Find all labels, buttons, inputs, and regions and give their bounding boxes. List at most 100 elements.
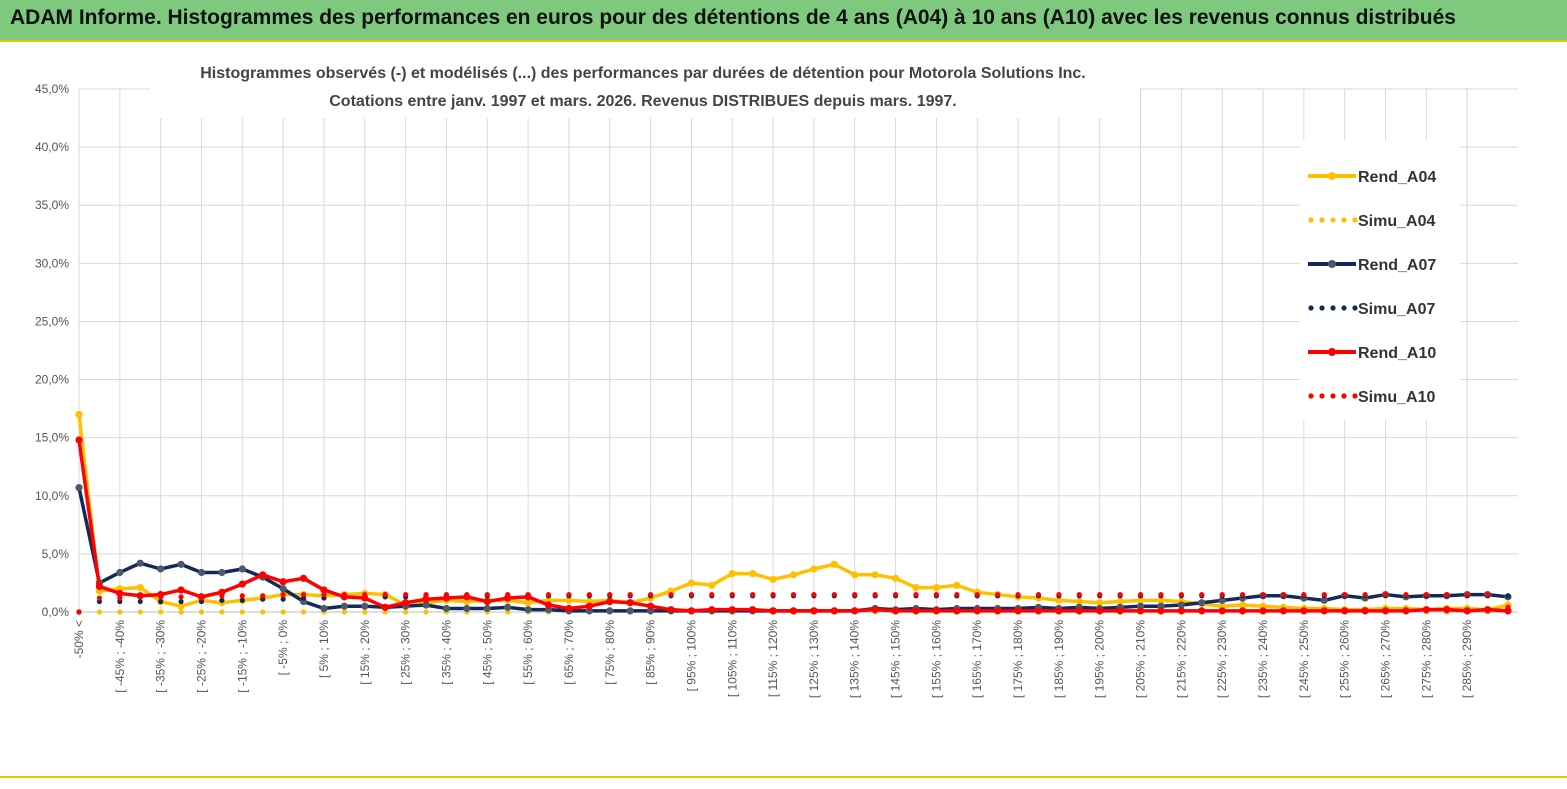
x-tick-label: [ 195% ; 200% [1093,620,1107,698]
data-point-Simu_A10 [1362,591,1368,598]
data-point-Rend_A10 [259,571,267,579]
data-point-Simu_A10 [811,591,817,598]
legend-marker-Simu_A10 [1308,393,1314,399]
data-point-Rend_A07 [279,585,287,593]
x-tick-label: -50% < [72,620,86,658]
data-point-Simu_A10 [1240,591,1246,598]
x-tick-label: [ 35% ; 40% [439,620,453,685]
data-point-Rend_A07 [238,565,246,573]
legend-marker-Rend_A04 [1328,172,1336,180]
x-tick-label: [ 45% ; 50% [480,620,494,685]
data-point-Simu_A04 [198,609,205,615]
data-point-Rend_A04 [1136,596,1145,604]
series-layer [75,410,1512,615]
data-point-Rend_A07 [116,568,124,577]
data-point-Rend_A10 [279,578,287,586]
data-point-Rend_A07 [1320,596,1328,604]
data-point-Rend_A10 [1300,607,1308,615]
data-point-Simu_A10 [648,591,654,598]
data-point-Rend_A04 [728,570,736,578]
data-point-Rend_A10 [238,580,246,588]
data-point-Simu_A10 [729,591,735,598]
series-line-Rend_A10 [77,439,1509,613]
legend-marker-Simu_A04 [1352,217,1358,223]
legend-marker-Simu_A10 [1319,393,1325,399]
y-tick-label: 15,0% [35,431,69,445]
x-axis: -50% < [ -45% ; -40% [ -35% ; -30% [ -25% ;… [72,611,1518,698]
y-tick-label: 40,0% [35,140,69,154]
data-point-Rend_A10 [585,602,593,610]
data-point-Rend_A07 [320,604,328,613]
data-point-Simu_A10 [1097,591,1103,598]
title-background [150,54,1140,118]
legend-marker-Simu_A07 [1319,305,1325,311]
data-point-Simu_A04 [239,609,245,615]
data-point-Rend_A10 [116,589,124,598]
data-point-Rend_A10 [810,607,818,615]
data-point-Simu_A10 [137,594,143,600]
data-point-Rend_A07 [1218,596,1226,604]
data-point-Rend_A10 [95,582,104,591]
data-point-Rend_A07 [136,559,144,567]
data-point-Simu_A10 [913,591,919,598]
data-point-Simu_A10 [709,591,715,598]
data-point-Simu_A07 [280,596,286,602]
data-point-Simu_A10 [423,591,429,598]
data-point-Rend_A10 [647,602,655,610]
y-tick-label: 30,0% [35,256,69,270]
data-point-Simu_A04 [219,609,225,615]
y-tick-label: 20,0% [35,373,69,387]
data-point-Simu_A10 [158,594,164,600]
data-point-Rend_A10 [1177,607,1185,615]
x-tick-label: [ 95% ; 100% [684,620,698,692]
data-point-Simu_A04 [423,609,429,615]
data-point-Rend_A10 [1198,607,1206,615]
legend-marker-Simu_A04 [1341,217,1347,223]
data-point-Rend_A10 [381,603,389,611]
x-tick-label: [ 265% ; 270% [1379,620,1393,698]
x-tick-label: [ 145% ; 150% [889,620,903,698]
data-point-Rend_A10 [1443,606,1451,614]
data-point-Simu_A10 [1056,591,1062,598]
data-point-Simu_A10 [668,591,674,598]
x-tick-label: [ 65% ; 70% [562,620,576,685]
data-point-Rend_A10 [1361,607,1369,615]
x-tick-label: [ 155% ; 160% [929,620,943,698]
data-point-Simu_A10 [300,591,307,598]
legend-marker-Simu_A07 [1308,305,1314,311]
histogram-chart: 0,0% 5,0% 10,0% 15,0% 20,0% 25,0% 30,0% 35,0% 40… [35,54,1518,698]
data-point-Simu_A10 [1280,591,1287,598]
x-tick-label: [ 75% ; 80% [603,620,617,685]
x-tick-label: [ 245% ; 250% [1297,620,1311,698]
data-point-Simu_A10 [1342,591,1348,598]
data-point-Simu_A10 [1015,591,1021,598]
x-tick-label: [ -25% ; -20% [194,620,208,693]
data-point-Simu_A04 [178,609,184,615]
legend-label-Simu_A10: Simu_A10 [1358,389,1435,406]
data-point-Rend_A10 [1259,607,1267,615]
data-point-Rend_A04 [871,571,879,579]
data-point-Rend_A04 [75,410,83,419]
data-point-Rend_A04 [830,560,838,568]
data-point-Rend_A10 [299,574,308,582]
data-point-Rend_A07 [218,568,226,577]
data-point-Simu_A04 [260,609,266,615]
data-point-Rend_A10 [1075,607,1083,615]
x-tick-label: [ -5% ; 0% [276,620,290,676]
data-point-Simu_A10 [892,591,899,598]
data-point-Simu_A10 [219,593,225,599]
data-point-Rend_A10 [912,607,920,615]
data-point-Rend_A10 [75,436,83,444]
data-point-Simu_A10 [545,591,552,598]
data-point-Rend_A07 [442,604,451,613]
data-point-Rend_A10 [1341,607,1349,615]
data-point-Simu_A10 [1321,591,1327,598]
data-point-Simu_A10 [790,591,797,598]
data-point-Simu_A10 [995,591,1001,598]
data-point-Rend_A07 [606,607,614,615]
data-point-Rend_A07 [463,604,471,613]
data-point-Rend_A04 [687,579,696,587]
data-point-Simu_A10 [852,591,858,598]
x-tick-label: [ 225% ; 230% [1215,620,1229,698]
data-point-Rend_A07 [504,603,512,611]
